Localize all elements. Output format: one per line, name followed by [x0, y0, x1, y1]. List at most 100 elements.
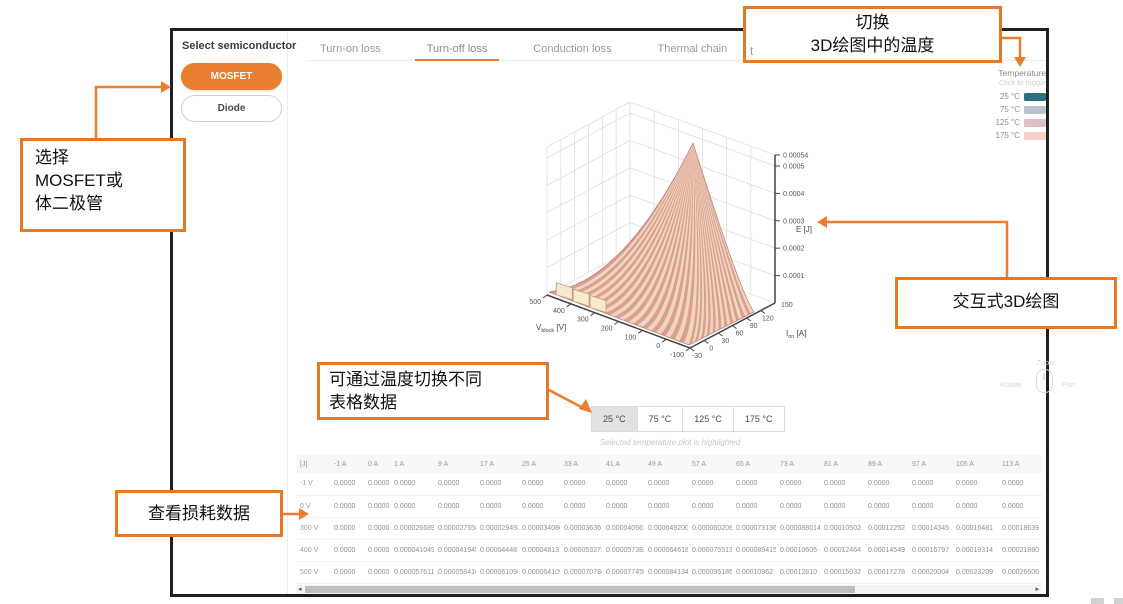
table-cell: 0.000077459	[602, 561, 644, 584]
legend-item-label: 75 °C	[999, 105, 1020, 114]
table-cell: 0.00023209	[952, 561, 998, 584]
legend-color-swatch[interactable]	[1024, 92, 1046, 101]
svg-text:0.0002: 0.0002	[783, 246, 805, 253]
table-cell: 0.0000	[952, 495, 998, 518]
legend-item-label: 125 °C	[995, 118, 1020, 127]
cropped-logo-fragment	[1114, 598, 1123, 604]
table-col-header: 97 A	[908, 455, 952, 473]
table-cell: 0.0000	[820, 473, 864, 496]
scrollbar-left-arrow[interactable]: ◂	[298, 586, 302, 593]
svg-text:-30: -30	[692, 353, 702, 360]
svg-text:Vblock [V]: Vblock [V]	[536, 323, 566, 334]
table-cell: 0.00016797	[908, 539, 952, 562]
table-cell: 0.0000	[364, 561, 390, 584]
diode-button[interactable]: Diode	[181, 95, 282, 122]
legend-item-label: 25 °C	[999, 92, 1020, 101]
scrollbar-thumb[interactable]	[305, 586, 855, 593]
legend-item-75C[interactable]: 75 °C	[990, 103, 1046, 116]
table-cell: 0.000089415	[732, 539, 776, 562]
table-row-label: 0 V	[296, 495, 330, 518]
tab-thermal-chain[interactable]: Thermal chain	[657, 43, 728, 55]
table-cell: 0.0000	[776, 495, 820, 518]
temp-toggle-175C[interactable]: 175 °C	[732, 406, 785, 432]
table-cell: 0.0000	[732, 495, 776, 518]
table-cell: 0.000048131	[518, 539, 560, 562]
table-cell: 0.0000	[908, 495, 952, 518]
tab-partial-hidden[interactable]: t	[750, 44, 754, 58]
table-cell: 0.00021880	[998, 539, 1042, 562]
table-cell: 0.0000	[330, 495, 364, 518]
temperature-legend: Temperature Click to toggle 25 °C 75 °C 12…	[990, 68, 1046, 142]
table-cell: 0.00014549	[864, 539, 908, 562]
table-row-0V: 0 V 0.0000 0.0000 0.0000 0.0000 0.0000 0.0000 0…	[296, 495, 1042, 518]
table-cell: 0.000029493	[476, 517, 518, 540]
table-col-header: 57 A	[688, 455, 732, 473]
tab-turn-on-loss[interactable]: Turn-on loss	[320, 43, 381, 55]
table-cell: 0.0000	[864, 495, 908, 518]
table-cell: 0.00020004	[908, 561, 952, 584]
table-row-400V: 400 V 0.0000 0.0000 0.000041049 0.000041945 0…	[296, 539, 1042, 562]
sidebar-divider	[287, 31, 288, 594]
plot-mouse-hint: Zoom Rotate Pan	[1000, 358, 1084, 404]
tab-conduction-loss[interactable]: Conduction loss	[533, 43, 612, 55]
mosfet-button[interactable]: MOSFET	[181, 63, 282, 90]
table-cell: 0.00014345	[908, 517, 952, 540]
callout-toggle-temperature: 切换 3D绘图中的温度	[743, 6, 1002, 63]
callout-view-loss-data: 查看损耗数据	[115, 490, 283, 537]
table-row--1V: -1 V 0.0000 0.0000 0.0000 0.0000 0.0000 0.0000…	[296, 473, 1042, 496]
temp-toggle-75C[interactable]: 75 °C	[636, 406, 684, 432]
mouse-icon	[1036, 369, 1053, 393]
svg-text:0: 0	[656, 343, 660, 350]
table-cell: 0.000058410	[434, 561, 476, 584]
table-col-header: 65 A	[732, 455, 776, 473]
temp-toggle-125C[interactable]: 125 °C	[682, 406, 734, 432]
table-cell: 0.0000	[602, 473, 644, 496]
table-cell: 0.000041945	[434, 539, 476, 562]
table-cell: 0.00015032	[820, 561, 864, 584]
svg-text:400: 400	[553, 308, 565, 315]
table-col-header: 0 A	[364, 455, 390, 473]
legend-color-swatch[interactable]	[1024, 118, 1046, 127]
table-cell: 0.000049200	[644, 517, 688, 540]
table-cell: 0.0000	[688, 473, 732, 496]
scrollbar-right-arrow[interactable]: ▸	[1035, 586, 1039, 593]
svg-text:120: 120	[762, 316, 774, 323]
table-cell: 0.0000	[476, 473, 518, 496]
legend-item-25C[interactable]: 25 °C	[990, 90, 1046, 103]
table-cell: 0.000057611	[390, 561, 434, 584]
table-row-label: 500 V	[296, 561, 330, 584]
svg-text:Ion [A]: Ion [A]	[786, 329, 806, 340]
svg-text:0.0003: 0.0003	[783, 218, 805, 225]
table-cell: 0.0000	[434, 495, 476, 518]
table-cell: 0.00010605	[776, 539, 820, 562]
legend-color-swatch[interactable]	[1024, 131, 1046, 140]
table-cell: 0.000027558	[434, 517, 476, 540]
table-cell: 0.000075513	[688, 539, 732, 562]
table-cell: 0.000061098	[476, 561, 518, 584]
table-row-label: 400 V	[296, 539, 330, 562]
table-cell: 0.0000	[776, 473, 820, 496]
temp-toggle-25C[interactable]: 25 °C	[591, 406, 638, 432]
svg-text:-100: -100	[670, 352, 684, 359]
table-col-header: 113 A	[998, 455, 1042, 473]
table-cell: 0.0000	[364, 495, 390, 518]
table-cell: 0.0000	[560, 473, 602, 496]
table-cell: 0.0000	[364, 473, 390, 496]
legend-item-175C[interactable]: 175 °C	[990, 129, 1046, 142]
table-horizontal-scrollbar[interactable]: ◂ ▸	[296, 585, 1041, 594]
legend-color-swatch[interactable]	[1024, 105, 1046, 114]
table-cell: 0.00018639	[998, 517, 1042, 540]
svg-text:0.0004: 0.0004	[783, 191, 805, 198]
legend-item-125C[interactable]: 125 °C	[990, 116, 1046, 129]
table-cell: 0.000044487	[476, 539, 518, 562]
table-cell: 0.0000	[364, 539, 390, 562]
table-cell: 0.0000	[330, 539, 364, 562]
table-cell: 0.0000	[390, 495, 434, 518]
3d-loss-plot[interactable]: 0.00054 0.0005 0.0004 0.0003 0.0002 0.0001 150…	[440, 98, 860, 373]
table-cell: 0.000026689	[390, 517, 434, 540]
table-cell: 0.0000	[908, 473, 952, 496]
tab-turn-off-loss[interactable]: Turn-off loss	[414, 40, 500, 61]
cropped-logo-fragment	[1091, 598, 1104, 604]
